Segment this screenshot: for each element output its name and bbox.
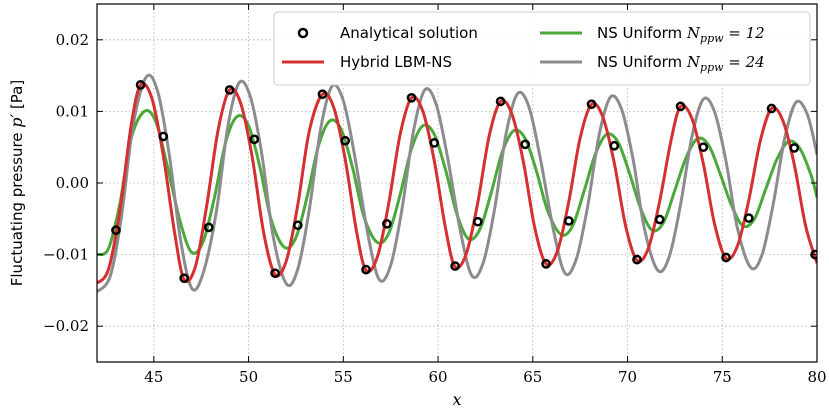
x-tick-label: 75	[713, 368, 732, 386]
data-point-analytical	[361, 264, 371, 275]
legend-label-ns24: NS Uniform Nppw = 24	[597, 53, 765, 74]
x-tick-label: 60	[429, 368, 448, 386]
data-point-analytical	[270, 268, 280, 279]
legend-item-hybrid: Hybrid LBM-NS	[282, 53, 452, 71]
data-point-analytical	[179, 273, 190, 284]
data-point-analytical	[406, 92, 417, 103]
x-tick-label: 50	[239, 368, 258, 386]
data-point-analytical	[721, 252, 731, 263]
data-point-analytical	[632, 254, 642, 265]
legend-label-ns12: NS Uniform Nppw = 12	[597, 24, 765, 45]
data-point-analytical	[675, 101, 686, 112]
y-tick-label: −0.01	[43, 246, 89, 264]
legend-ns24-tail: = 24	[724, 53, 765, 71]
data-point-analytical	[292, 220, 303, 231]
legend-ns12-tail: = 12	[724, 24, 765, 42]
data-point-analytical	[111, 225, 121, 236]
data-point-analytical	[743, 213, 754, 223]
series-layer	[97, 73, 817, 293]
legend-ns12-sub: ppw	[700, 32, 724, 45]
data-point-analytical	[766, 103, 777, 114]
x-axis-label: x	[452, 390, 461, 409]
legend-item-ns24: NS Uniform Nppw = 24	[540, 53, 765, 74]
x-tick-label: 80	[807, 368, 826, 386]
x-tick-label: 55	[334, 368, 353, 386]
series-line-ns12	[97, 109, 817, 257]
data-point-analytical	[382, 218, 392, 229]
data-point-analytical	[317, 89, 328, 100]
data-point-analytical	[654, 214, 665, 225]
data-point-analytical	[224, 85, 235, 95]
x-tick-label: 65	[523, 368, 542, 386]
ticks	[97, 4, 818, 362]
y-axis-label: Fluctuating pressure p′ [Pa]	[7, 80, 26, 286]
x-tick-label: 70	[618, 368, 637, 386]
y-tick-label: 0.01	[56, 102, 89, 120]
legend-ns12-text: NS Uniform	[597, 24, 687, 42]
data-point-analytical	[495, 96, 506, 107]
y-tick-label: −0.02	[43, 317, 89, 335]
data-point-analytical	[586, 99, 597, 110]
data-point-analytical	[541, 259, 551, 269]
tick-labels: 45 50 55 60 65 70 75 80 −0.02 −0.01 0.00 0.01 0.02	[43, 31, 827, 386]
legend-marker-analytical	[297, 27, 309, 39]
legend-label-hybrid: Hybrid LBM-NS	[340, 53, 452, 71]
y-axis-label-text: Fluctuating pressure	[8, 128, 26, 287]
legend: Analytical solution Hybrid LBM-NS NS Uni…	[273, 11, 811, 86]
data-point-analytical	[429, 138, 440, 148]
data-point-analytical	[472, 216, 483, 227]
data-point-analytical	[249, 134, 260, 145]
data-point-analytical	[789, 143, 800, 153]
legend-ns12-math: N	[686, 24, 701, 42]
y-axis-label-unit: [Pa]	[8, 80, 26, 114]
data-point-analytical	[340, 135, 351, 146]
data-point-analytical	[203, 222, 214, 233]
y-axis-label-math: p′	[7, 113, 26, 127]
y-tick-label: 0.00	[56, 174, 89, 192]
legend-box	[273, 11, 811, 86]
data-point-analytical	[450, 261, 460, 271]
data-point-analytical	[158, 131, 169, 142]
data-point-analytical	[563, 216, 574, 226]
legend-item-ns12: NS Uniform Nppw = 12	[540, 24, 765, 45]
legend-ns24-sub: ppw	[700, 61, 724, 74]
legend-ns24-math: N	[686, 53, 701, 71]
data-point-analytical	[520, 139, 531, 150]
legend-item-analytical: Analytical solution	[297, 24, 478, 42]
data-point-analytical	[135, 80, 146, 90]
series-line-ns24	[97, 73, 817, 293]
y-tick-label: 0.02	[56, 31, 89, 49]
legend-ns24-text: NS Uniform	[597, 53, 687, 71]
x-tick-label: 45	[144, 368, 163, 386]
legend-label-analytical: Analytical solution	[340, 24, 478, 42]
data-point-analytical	[609, 140, 620, 151]
data-point-analytical	[698, 142, 709, 153]
